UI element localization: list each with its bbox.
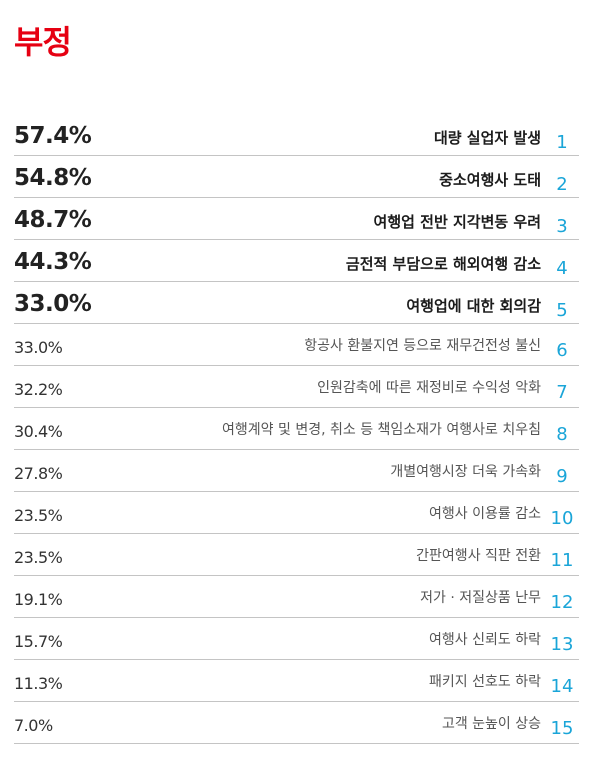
ranking-list: 57.4% 대량 실업자 발생 1 54.8% 중소여행사 도태 2 48.7% 여행업 전반… <box>14 116 579 744</box>
table-row: 33.0% 여행업에 대한 회의감 5 <box>14 282 579 324</box>
percent-value: 23.5% <box>14 548 63 567</box>
rank-number: 2 <box>556 174 568 195</box>
percent-value: 33.0% <box>14 291 92 317</box>
rank-number: 7 <box>556 382 568 403</box>
row-label: 대량 실업자 발생 <box>433 129 541 147</box>
row-label: 고객 눈높이 상승 <box>441 716 541 732</box>
table-row: 19.1% 저가 · 저질상품 난무 12 <box>14 576 579 618</box>
rank-number: 8 <box>556 424 568 445</box>
percent-value: 11.3% <box>14 674 63 693</box>
table-row: 23.5% 여행사 이용률 감소 10 <box>14 492 579 534</box>
percent-value: 48.7% <box>14 207 92 233</box>
rank-number: 6 <box>556 340 568 361</box>
percent-value: 44.3% <box>14 249 92 275</box>
row-label: 패키지 선호도 하락 <box>429 674 541 690</box>
row-label: 항공사 환불지연 등으로 재무건전성 불신 <box>304 338 541 354</box>
table-row: 15.7% 여행사 신뢰도 하락 13 <box>14 618 579 660</box>
table-row: 32.2% 인원감축에 따른 재정비로 수익성 악화 7 <box>14 366 579 408</box>
percent-value: 7.0% <box>14 716 53 735</box>
chart-title: 부정 <box>14 23 72 61</box>
row-label: 간판여행사 직판 전환 <box>416 548 541 564</box>
percent-value: 30.4% <box>14 422 63 441</box>
percent-value: 15.7% <box>14 632 63 651</box>
row-label: 여행사 신뢰도 하락 <box>429 632 541 648</box>
table-row: 57.4% 대량 실업자 발생 1 <box>14 116 579 156</box>
row-label: 여행업에 대한 회의감 <box>406 297 541 315</box>
percent-value: 33.0% <box>14 338 63 357</box>
row-label: 여행업 전반 지각변동 우려 <box>373 213 541 231</box>
rank-number: 12 <box>550 592 574 613</box>
percent-value: 32.2% <box>14 380 63 399</box>
row-label: 개별여행시장 더욱 가속화 <box>390 464 541 480</box>
percent-value: 23.5% <box>14 506 63 525</box>
table-row: 7.0% 고객 눈높이 상승 15 <box>14 702 579 744</box>
rank-number: 14 <box>550 676 574 697</box>
rank-number: 1 <box>556 132 568 153</box>
percent-value: 27.8% <box>14 464 63 483</box>
table-row: 54.8% 중소여행사 도태 2 <box>14 156 579 198</box>
row-label: 인원감축에 따른 재정비로 수익성 악화 <box>317 380 541 396</box>
table-row: 30.4% 여행계약 및 변경, 취소 등 책임소재가 여행사로 치우침 8 <box>14 408 579 450</box>
row-label: 금전적 부담으로 해외여행 감소 <box>345 255 541 273</box>
table-row: 48.7% 여행업 전반 지각변동 우려 3 <box>14 198 579 240</box>
rank-number: 15 <box>550 718 574 739</box>
rank-number: 11 <box>550 550 574 571</box>
rank-number: 13 <box>550 634 574 655</box>
percent-value: 54.8% <box>14 165 92 191</box>
rank-number: 5 <box>556 300 568 321</box>
row-label: 저가 · 저질상품 난무 <box>420 590 541 606</box>
table-row: 23.5% 간판여행사 직판 전환 11 <box>14 534 579 576</box>
rank-number: 9 <box>556 466 568 487</box>
table-row: 44.3% 금전적 부담으로 해외여행 감소 4 <box>14 240 579 282</box>
row-label: 여행계약 및 변경, 취소 등 책임소재가 여행사로 치우침 <box>222 422 541 438</box>
row-label: 여행사 이용률 감소 <box>429 506 541 522</box>
table-row: 11.3% 패키지 선호도 하락 14 <box>14 660 579 702</box>
rank-number: 10 <box>550 508 574 529</box>
percent-value: 19.1% <box>14 590 63 609</box>
table-row: 27.8% 개별여행시장 더욱 가속화 9 <box>14 450 579 492</box>
row-label: 중소여행사 도태 <box>439 171 541 189</box>
rank-number: 4 <box>556 258 568 279</box>
percent-value: 57.4% <box>14 123 92 149</box>
rank-number: 3 <box>556 216 568 237</box>
table-row: 33.0% 항공사 환불지연 등으로 재무건전성 불신 6 <box>14 324 579 366</box>
